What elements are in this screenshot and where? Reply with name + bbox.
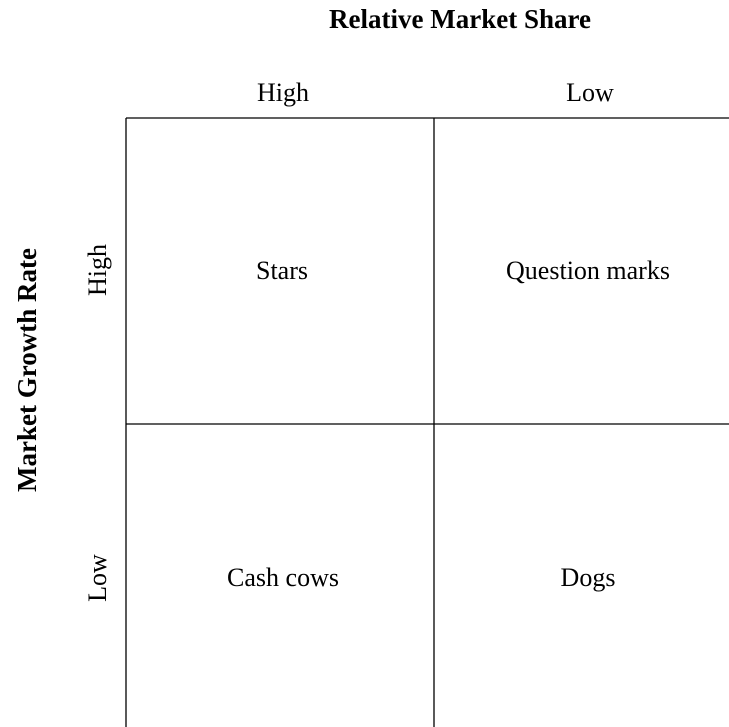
column-header: High [257,78,309,107]
cell-label: Dogs [561,563,616,592]
cell-label: Stars [256,256,308,285]
cell-label: Cash cows [227,563,339,592]
x-title: Relative Market Share [329,4,591,34]
column-header: Low [566,78,614,107]
row-header: Low [83,554,112,602]
y-title: Market Growth Rate [12,248,42,492]
row-header: High [83,244,112,296]
cell-label: Question marks [506,256,670,285]
